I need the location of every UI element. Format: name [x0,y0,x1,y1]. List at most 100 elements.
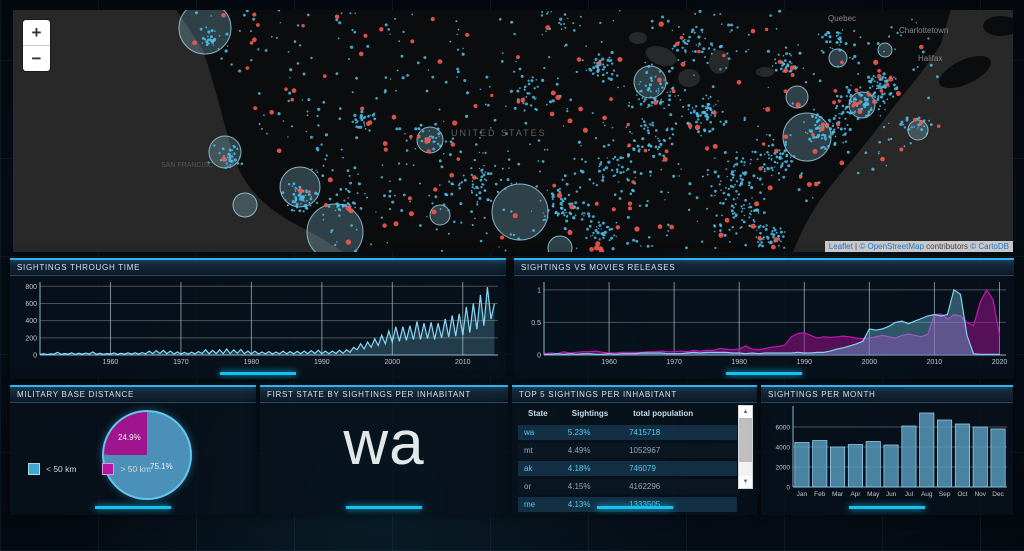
svg-text:1990: 1990 [796,359,812,366]
table-row-or[interactable]: or 4.15% 4162296 [518,479,737,494]
legend-swatch-blue [28,463,40,475]
panel-footer-dash [849,506,925,509]
bar-Jul[interactable] [901,425,917,488]
svg-text:Nov: Nov [974,491,986,498]
cell: or [524,482,532,491]
svg-text:2020: 2020 [992,359,1008,366]
movies-comparison-chart[interactable]: 1960 1970 1980 1990 2000 2010 2020 0 0.5 1 [514,276,1014,369]
military-distance-pie-chart[interactable] [102,410,192,500]
cell: 7415718 [629,428,661,437]
time-series-chart[interactable]: 1960 1970 1980 1990 2000 2010 0 200 400 600 800 [10,276,506,369]
svg-text:2000: 2000 [776,465,791,472]
legend-label: < 50 km [46,464,77,474]
table-row-me[interactable]: me 4.13% 1333505 [518,497,737,512]
svg-text:6000: 6000 [776,425,791,432]
island-nova-scotia [939,55,991,89]
island-pei [925,26,937,34]
panel-title: SIGHTINGS VS MOVIES RELEASES [514,260,1014,276]
svg-text:Aug: Aug [921,491,933,498]
bar-Sep[interactable] [936,419,953,488]
panel-accent-line [10,385,256,387]
svg-text:0.5: 0.5 [531,320,541,327]
cell: 1052967 [629,446,661,455]
bar-Nov[interactable] [972,426,988,488]
table-row-wa[interactable]: wa 5.23% 7415718 [518,425,737,440]
panel-accent-line [10,258,506,260]
legend-item-over-50km: > 50 km [102,463,151,475]
svg-text:1990: 1990 [314,359,330,366]
cell: me [524,500,536,509]
panel-footer-dash [220,372,296,375]
table-scrollbar[interactable]: ▲ ▼ [738,405,753,489]
leaflet-link[interactable]: Leaflet [828,242,853,251]
scrollbar-down-arrow[interactable]: ▼ [739,476,752,488]
svg-text:2010: 2010 [927,359,943,366]
panel-accent-line [761,385,1013,387]
monthly-bar-chart[interactable]: 0 2000 4000 6000 Jan Feb Mar Apr May Jun Jul Aug Sep… [761,403,1013,503]
sighting-dots[interactable] [194,10,939,252]
cell: wa [524,428,535,437]
svg-text:Sep: Sep [939,491,951,498]
bar-Dec[interactable] [990,428,1006,488]
bar-Jun[interactable] [883,444,899,488]
bar-Apr[interactable] [847,444,864,488]
pie-legend: < 50 km > 50 km [28,463,151,475]
sightings-per-month-panel: SIGHTINGS PER MONTH 0 2000 4000 6000 Jan Feb M… [761,385,1013,515]
military-base-dots[interactable] [192,12,941,252]
cartodb-link[interactable]: © CartoDB [970,242,1009,251]
svg-text:Jun: Jun [886,491,897,498]
top5-table: State Sightings total population wa 5.23%… [518,407,737,515]
sightings-map-panel[interactable]: Quebec Charlottetown Halifax UNITED STATES S… [13,10,1013,252]
pie-big-slice-label: 75.1% [150,462,173,471]
panel-footer-dash [726,372,802,375]
bar-Feb[interactable] [812,440,828,488]
bar-Mar[interactable] [830,446,846,488]
svg-text:Feb: Feb [814,491,826,498]
svg-text:May: May [867,491,880,498]
panel-title: FIRST STATE BY SIGHTINGS PER INHABITANT [260,387,508,403]
map-place-label: Charlottetown [899,26,949,35]
scrollbar-up-arrow[interactable]: ▲ [739,406,752,418]
bar-Jan[interactable] [794,442,810,488]
map-place-label: SAN FRANCISC [161,162,214,169]
panel-footer-dash [95,506,171,509]
lake-winnipeg [629,32,647,44]
land-silhouette [176,10,951,252]
legend-label: > 50 km [120,464,151,474]
svg-text:0: 0 [33,353,37,360]
sightings-vs-movies-panel: SIGHTINGS VS MOVIES RELEASES 1960 1970 198… [514,258,1014,379]
scrollbar-thumb[interactable] [739,418,752,462]
zoom-out-button[interactable]: − [23,46,50,71]
svg-text:Apr: Apr [850,491,861,498]
bar-Aug[interactable] [919,412,935,488]
sightings-through-time-panel: SIGHTINGS THROUGH TIME 1960 1970 1980 1990 2… [10,258,506,379]
table-row-ak[interactable]: ak 4.18% 746079 [518,461,737,476]
bar-May[interactable] [865,441,881,488]
map-canvas[interactable] [13,10,1013,252]
svg-text:400: 400 [25,318,37,325]
svg-text:0: 0 [786,485,790,492]
lake-michigan [678,69,700,87]
svg-text:1: 1 [537,287,541,294]
lake-superior [645,45,677,67]
svg-text:Dec: Dec [992,491,1004,498]
legend-swatch-magenta [102,463,115,475]
col-state: State [528,409,548,418]
osm-link[interactable]: © OpenStreetMap [859,242,924,251]
svg-text:Oct: Oct [957,491,967,498]
zoom-in-button[interactable]: + [23,20,50,46]
first-state-panel: FIRST STATE BY SIGHTINGS PER INHABITANT … [260,385,508,515]
bar-Oct[interactable] [954,423,971,488]
lake-ontario [756,67,774,77]
map-place-label: Quebec [828,14,857,23]
svg-text:800: 800 [25,284,37,291]
table-row-mt[interactable]: mt 4.49% 1052967 [518,443,737,458]
panel-footer-dash [596,506,673,509]
svg-text:1980: 1980 [244,359,260,366]
map-zoom-control[interactable]: + − [22,19,51,72]
svg-text:Mar: Mar [832,491,844,498]
svg-text:600: 600 [25,301,37,308]
first-state-value: wa [343,409,425,478]
cell: mt [524,446,533,455]
cell: 4.49% [567,446,591,455]
